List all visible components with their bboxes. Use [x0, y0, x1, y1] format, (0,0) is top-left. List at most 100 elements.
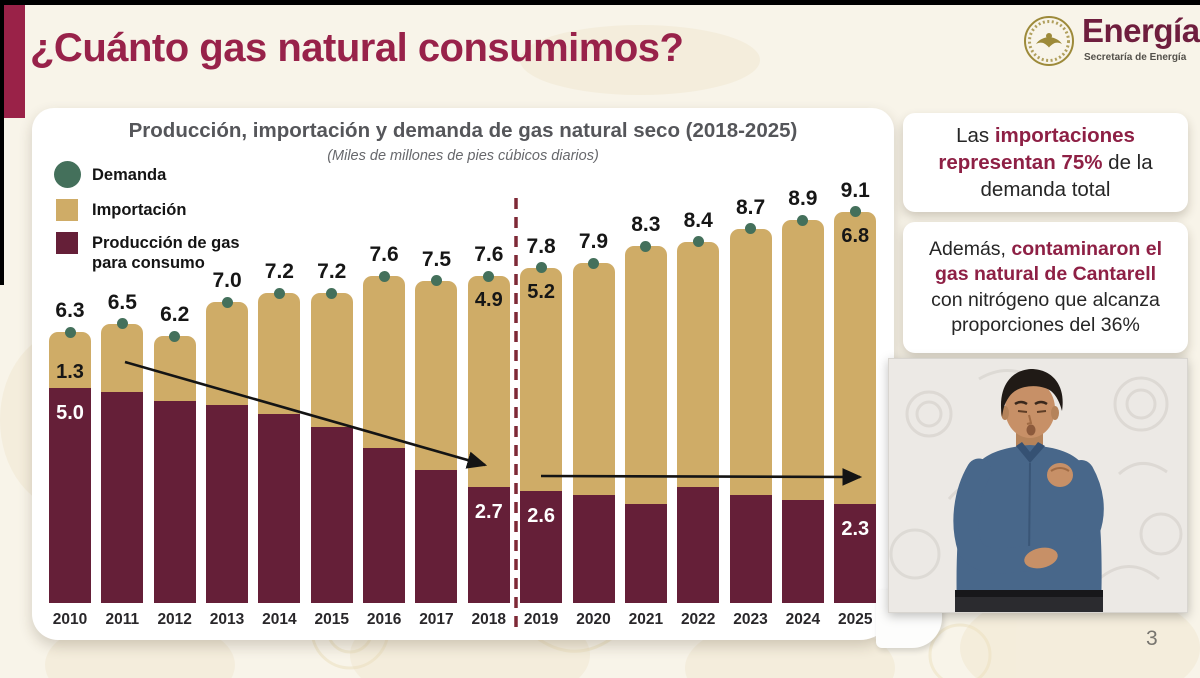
- x-tick-2023: 2023: [733, 611, 768, 628]
- imports-callout-card: Las importaciones representan 75% de la …: [903, 113, 1188, 212]
- demand-dot-2022: [692, 236, 704, 248]
- total-label-2018: 7.6: [474, 243, 504, 267]
- page-title: ¿Cuánto gas natural consumimos?: [30, 26, 684, 70]
- legend-item-importacion: Importación: [56, 199, 262, 221]
- chart-title: Producción, importación y demanda de gas…: [128, 119, 798, 142]
- x-tick-2011: 2011: [105, 611, 140, 628]
- chart-legend: Demanda Importación Producción de gas pa…: [54, 161, 262, 274]
- total-label-2021: 8.3: [631, 213, 661, 237]
- legend-item-demanda: Demanda: [54, 161, 262, 188]
- total-label-2017: 7.5: [421, 247, 452, 271]
- x-tick-2017: 2017: [419, 611, 454, 628]
- chart-card: Producción, importación y demanda de gas…: [32, 108, 894, 640]
- bar-2020: [572, 263, 615, 603]
- left-letterbox-edge: [0, 0, 4, 285]
- bar-production-2014: [258, 413, 301, 603]
- bar-production-2021: [624, 504, 667, 603]
- bar-production-2023: [729, 495, 772, 603]
- callout-text-segment: Las: [956, 123, 995, 147]
- top-letterbox-edge: [0, 0, 1200, 5]
- x-tick-2010: 2010: [52, 611, 88, 628]
- demand-dot-2014: [273, 287, 285, 299]
- x-tick-2014: 2014: [262, 611, 297, 628]
- demand-dot-2010: [64, 326, 76, 338]
- bar-2021: [624, 246, 667, 603]
- import-label-2018: 4.9: [474, 289, 503, 312]
- x-tick-2019: 2019: [523, 611, 559, 628]
- total-label-2012: 6.2: [160, 303, 190, 327]
- x-tick-2012: 2012: [157, 611, 192, 628]
- demand-swatch-icon: [54, 161, 81, 188]
- logo-wordmark: Energía: [1082, 12, 1200, 49]
- callout-text-accent: contaminaron el gas natural de Cantarell: [934, 237, 1162, 286]
- demand-dot-2024: [797, 214, 809, 226]
- bar-2012: [153, 336, 196, 603]
- demand-dot-2025: [849, 206, 861, 218]
- demand-dot-2020: [588, 257, 599, 269]
- x-tick-2015: 2015: [314, 611, 349, 628]
- demand-dot-2017: [430, 275, 442, 286]
- callout-text-segment: Además,: [929, 237, 1012, 260]
- title-accent-bar: [4, 5, 25, 118]
- bar-2018: [467, 276, 510, 603]
- bar-plot-area: 6.3 2010 6.5 2011 6.2 2012 7.0 2013 7.2 2014 7.2 20…: [32, 108, 894, 640]
- production-label-2025: 2.3: [841, 518, 870, 541]
- government-seal-icon: [1024, 16, 1074, 66]
- production-swatch-icon: [56, 232, 78, 254]
- bar-2019: [520, 267, 563, 603]
- interpreter-illustration: [889, 359, 1187, 612]
- bar-2024: [781, 220, 824, 603]
- total-label-2015: 7.2: [317, 260, 347, 284]
- logo-subtitle: Secretaría de Energía: [1084, 52, 1187, 63]
- demand-dot-2013: [221, 296, 233, 308]
- legend-label: Importación: [92, 201, 187, 219]
- legend-label: Producción de gas para consumo: [92, 234, 240, 272]
- total-label-2013: 7.0: [212, 269, 242, 292]
- sign-language-interpreter-video: [888, 358, 1188, 613]
- page-number: 3: [1146, 627, 1158, 650]
- total-label-2022: 8.4: [683, 208, 713, 232]
- x-tick-2016: 2016: [366, 611, 402, 628]
- bar-2013: [206, 302, 249, 603]
- bar-production-2019: [520, 491, 563, 603]
- demand-dot-2019: [535, 262, 547, 274]
- production-label-2018: 2.7: [474, 500, 503, 523]
- bar-production-2010: [49, 387, 91, 603]
- production-label-2010: 5.0: [56, 402, 84, 424]
- demand-dot-2011: [116, 318, 128, 329]
- bar-production-2018: [467, 486, 510, 603]
- cantarell-callout-text: Además, contaminaron el gas natural de C…: [927, 237, 1165, 338]
- demand-dot-2018: [483, 270, 495, 282]
- x-tick-2020: 2020: [576, 611, 611, 628]
- total-label-2020: 7.9: [578, 230, 609, 254]
- bar-production-2017: [415, 469, 458, 603]
- callout-text-segment: de la demanda total: [980, 150, 1153, 202]
- bar-production-2024: [781, 499, 824, 603]
- bar-2023: [729, 228, 772, 603]
- total-label-2023: 8.7: [735, 195, 766, 219]
- bar-production-2015: [310, 426, 353, 603]
- total-label-2019: 7.8: [526, 234, 556, 258]
- bar-2017: [415, 280, 458, 603]
- total-label-2016: 7.6: [369, 243, 399, 267]
- x-tick-2021: 2021: [628, 611, 664, 628]
- import-swatch-icon: [56, 199, 78, 221]
- x-tick-2018: 2018: [471, 611, 507, 628]
- total-label-2011: 6.5: [107, 290, 137, 314]
- demand-dot-2016: [378, 270, 390, 282]
- demand-dot-2015: [326, 287, 338, 299]
- callout-text-segment: con nitrógeno que alcanza proporciones d…: [931, 288, 1160, 336]
- x-tick-2013: 2013: [209, 611, 245, 628]
- bar-production-2020: [572, 495, 615, 603]
- bar-production-2016: [363, 448, 406, 603]
- x-tick-2025: 2025: [838, 611, 873, 628]
- bar-production-2013: [206, 405, 249, 603]
- import-label-2025: 6.8: [841, 224, 870, 247]
- legend-item-produccion: Producción de gas para consumo: [56, 232, 262, 274]
- demand-dot-2021: [640, 240, 652, 252]
- bar-2016: [363, 276, 406, 603]
- x-tick-2024: 2024: [785, 611, 821, 628]
- bar-production-2025: [834, 504, 877, 603]
- demand-dot-2023: [745, 223, 757, 235]
